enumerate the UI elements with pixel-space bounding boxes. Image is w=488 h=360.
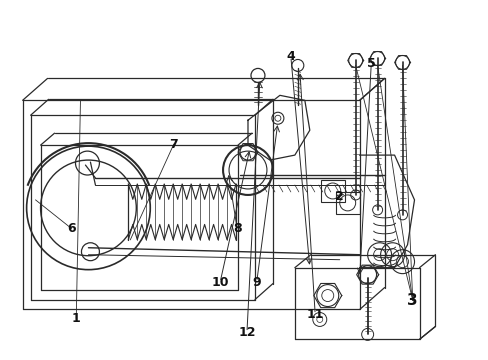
Text: 6: 6: [67, 222, 76, 235]
Bar: [335, 192, 359, 214]
Text: 4: 4: [286, 50, 295, 63]
Text: 2: 2: [334, 190, 343, 203]
Text: 12: 12: [238, 326, 255, 339]
Text: 9: 9: [252, 276, 261, 289]
Text: 8: 8: [232, 222, 241, 235]
Text: 1: 1: [72, 311, 81, 325]
Text: 10: 10: [211, 276, 228, 289]
Bar: [320, 180, 344, 202]
Text: 3: 3: [407, 293, 417, 308]
Text: 11: 11: [306, 308, 323, 321]
Text: 7: 7: [169, 138, 178, 150]
Text: 5: 5: [366, 57, 375, 70]
